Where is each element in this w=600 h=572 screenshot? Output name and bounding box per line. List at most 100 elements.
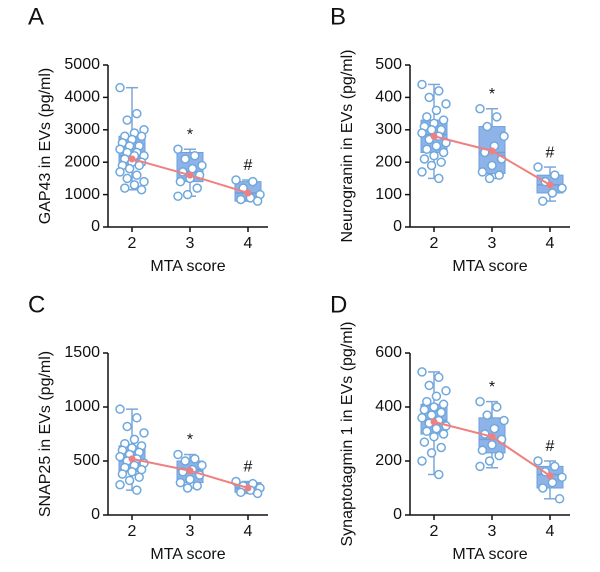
- y-tick-label: 400: [375, 398, 402, 415]
- data-point: [482, 410, 492, 420]
- data-point: [190, 454, 200, 464]
- mean-dot: [546, 181, 554, 189]
- data-point: [557, 472, 567, 482]
- x-tick-label: 4: [546, 523, 555, 540]
- data-point: [436, 407, 446, 418]
- data-point: [175, 477, 186, 488]
- data-point: [134, 472, 144, 482]
- x-tick-label: 3: [488, 523, 497, 540]
- data-point: [422, 112, 432, 122]
- data-point: [129, 434, 140, 445]
- data-point: [492, 402, 502, 412]
- panel-label: D: [330, 291, 347, 318]
- data-point: [434, 173, 444, 184]
- y-tick-label: 3000: [64, 121, 100, 138]
- data-point: [550, 170, 560, 180]
- x-axis-label: MTA score: [452, 546, 527, 563]
- data-point: [441, 99, 451, 109]
- mean-dot: [244, 484, 252, 492]
- data-point: [477, 167, 488, 177]
- data-point: [173, 144, 183, 154]
- data-point: [431, 391, 442, 401]
- data-point: [185, 474, 195, 485]
- data-point: [115, 480, 125, 490]
- data-point: [136, 131, 147, 142]
- data-point: [115, 404, 125, 414]
- data-point: [424, 92, 434, 103]
- data-point: [117, 469, 128, 479]
- y-tick-label: 1000: [64, 186, 100, 203]
- data-point: [477, 445, 488, 455]
- y-axis-label: Neurogranin in EVs (pg/ml): [339, 50, 356, 243]
- y-tick-label: 400: [375, 89, 402, 106]
- mean-dot: [430, 132, 438, 140]
- mean-dot: [128, 155, 136, 163]
- x-tick-label: 2: [430, 235, 439, 252]
- data-point: [417, 167, 427, 177]
- panel-label: A: [28, 3, 44, 30]
- data-point: [132, 485, 142, 495]
- data-point: [547, 188, 558, 198]
- y-tick-label: 500: [73, 452, 100, 469]
- data-point: [252, 488, 263, 499]
- annotation: #: [546, 144, 555, 161]
- data-point: [431, 141, 442, 151]
- data-point: [122, 421, 132, 432]
- data-point: [533, 456, 543, 466]
- data-point: [173, 191, 183, 201]
- data-point: [436, 442, 446, 453]
- x-axis-label: MTA score: [452, 258, 527, 275]
- data-point: [182, 189, 193, 200]
- data-point: [139, 428, 149, 438]
- mean-dot: [186, 467, 194, 475]
- data-point: [115, 451, 125, 462]
- data-point: [557, 183, 567, 193]
- data-point: [484, 173, 495, 184]
- data-point: [436, 157, 446, 167]
- x-tick-label: 3: [186, 523, 195, 540]
- data-point: [434, 469, 444, 480]
- data-point: [132, 413, 142, 423]
- data-point: [136, 464, 147, 475]
- data-point: [192, 183, 202, 193]
- data-point: [438, 399, 449, 410]
- data-point: [115, 167, 125, 177]
- data-point: [417, 128, 427, 138]
- data-point: [129, 180, 140, 190]
- data-point: [475, 461, 485, 472]
- data-point: [429, 402, 439, 412]
- data-point: [487, 160, 497, 171]
- data-point: [231, 175, 241, 185]
- x-tick-label: 3: [488, 235, 497, 252]
- data-point: [426, 410, 437, 420]
- data-point: [482, 121, 492, 132]
- data-point: [180, 456, 190, 466]
- y-tick-label: 200: [375, 153, 402, 170]
- data-point: [236, 487, 246, 498]
- data-point: [494, 170, 504, 180]
- data-point: [492, 112, 502, 122]
- data-point: [438, 147, 449, 158]
- data-point: [419, 154, 430, 164]
- data-point: [538, 483, 548, 493]
- y-axis-label: SNAP25 in EVs (pg/ml): [37, 351, 54, 517]
- data-point: [547, 477, 558, 488]
- data-point: [438, 429, 449, 439]
- data-point: [182, 483, 193, 493]
- data-point: [187, 163, 198, 174]
- data-point: [252, 196, 263, 206]
- mean-dot: [488, 433, 496, 441]
- data-point: [248, 176, 258, 187]
- y-tick-label: 100: [375, 186, 402, 203]
- data-point: [136, 184, 147, 195]
- data-point: [484, 456, 495, 466]
- data-point: [431, 423, 442, 434]
- data-point: [127, 467, 137, 477]
- y-tick-label: 2000: [64, 153, 100, 170]
- y-tick-label: 1500: [64, 344, 100, 361]
- data-point: [197, 160, 207, 171]
- x-axis-label: MTA score: [150, 258, 225, 275]
- y-tick-label: 0: [91, 506, 100, 523]
- data-point: [494, 450, 504, 461]
- annotation: #: [244, 157, 253, 174]
